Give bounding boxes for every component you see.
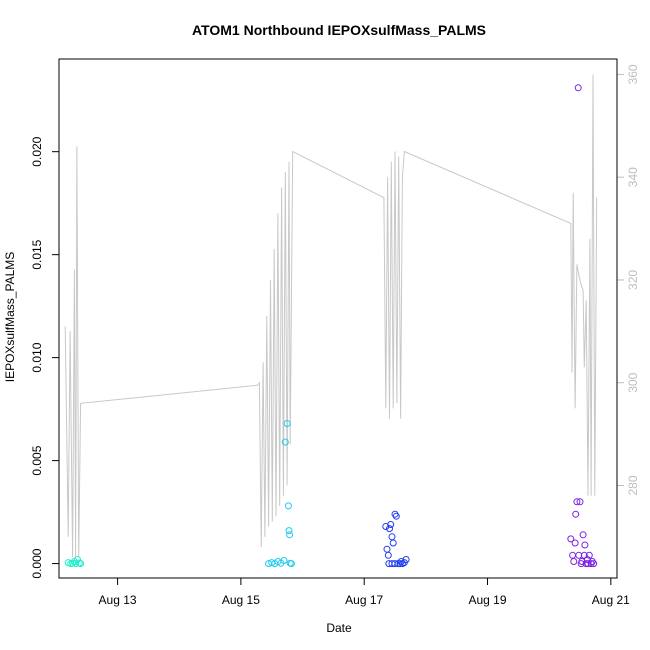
data-point	[570, 558, 578, 565]
series-line-right-axis	[64, 74, 598, 558]
data-point	[280, 557, 288, 564]
data-point	[576, 498, 584, 506]
x-tick-label: Aug 21	[592, 593, 630, 607]
data-point	[567, 535, 575, 543]
data-point	[392, 512, 400, 520]
y-tick-label: 0.015	[30, 239, 44, 269]
x-tick-label: Aug 17	[345, 593, 383, 607]
data-point	[590, 560, 598, 568]
data-point	[571, 539, 579, 547]
y-tick-label: 0.000	[30, 548, 44, 578]
data-point	[287, 560, 295, 568]
data-point	[585, 551, 593, 559]
data-point	[391, 560, 399, 568]
data-point	[573, 498, 581, 506]
data-point	[402, 556, 410, 563]
x-axis-label: Date	[326, 621, 352, 635]
y-tick-label: 0.005	[30, 445, 44, 475]
data-point	[286, 531, 294, 539]
x-tick-label: Aug 13	[99, 593, 137, 607]
right-tick-label: 300	[626, 372, 640, 392]
data-point	[572, 510, 580, 518]
data-point	[574, 84, 582, 92]
y-tick-label: 0.020	[30, 136, 44, 166]
data-point	[69, 559, 77, 567]
right-tick-label: 280	[626, 475, 640, 495]
data-point	[283, 420, 291, 427]
data-point	[281, 438, 289, 446]
data-point	[579, 531, 587, 539]
x-tick-label: Aug 19	[468, 593, 506, 607]
right-tick-label: 360	[626, 64, 640, 84]
x-tick-label: Aug 15	[222, 593, 260, 607]
right-tick-label: 340	[626, 167, 640, 187]
plot-frame	[58, 58, 618, 579]
data-point	[384, 551, 392, 559]
data-point	[581, 541, 589, 549]
data-point	[386, 525, 393, 533]
y-tick-label: 0.010	[30, 342, 44, 372]
data-point	[575, 551, 583, 559]
chart-title: ATOM1 Northbound IEPOXsulfMass_PALMS	[192, 22, 486, 38]
data-point	[72, 560, 80, 568]
data-point	[285, 527, 293, 535]
data-point	[389, 539, 397, 547]
data-point	[387, 521, 395, 528]
y-axis-label: IEPOXsulfMass_PALMS	[3, 252, 17, 383]
right-tick-label: 320	[626, 270, 640, 290]
data-point	[77, 560, 85, 568]
data-point	[388, 560, 396, 568]
data-point	[284, 502, 292, 510]
data-point	[391, 510, 399, 518]
data-point	[578, 558, 586, 565]
